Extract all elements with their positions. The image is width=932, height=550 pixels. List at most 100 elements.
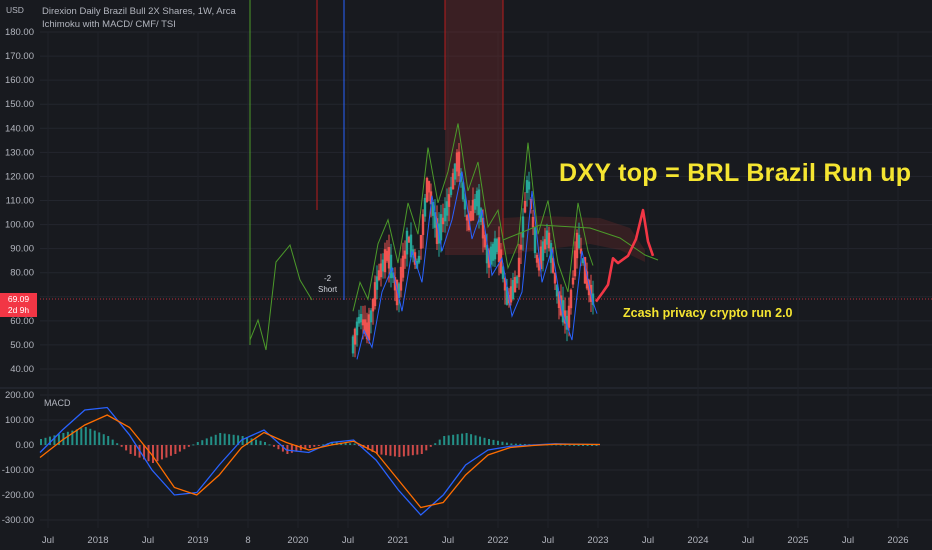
- macd-tick-label: 100.00: [5, 415, 34, 426]
- price-tick-label: 110.00: [6, 196, 34, 207]
- time-tick-label: Jul: [742, 535, 754, 546]
- time-tick-label: 8: [245, 535, 250, 546]
- candle-body: [489, 246, 493, 265]
- candle-body: [521, 216, 525, 238]
- candle-body: [573, 250, 577, 277]
- candle-body: [445, 201, 449, 216]
- price-tick-label: 60.00: [10, 316, 34, 327]
- time-tick-label: 2021: [387, 535, 408, 546]
- candle-body: [427, 181, 431, 193]
- candle-body: [587, 280, 591, 296]
- candle-body: [397, 283, 401, 298]
- macd-histogram-bar: [407, 445, 410, 456]
- macd-histogram-bar: [48, 436, 51, 445]
- candle-body: [469, 211, 473, 221]
- macd-histogram-bar: [434, 443, 437, 445]
- candle-body: [503, 278, 507, 291]
- candle-body: [363, 319, 367, 334]
- candle-body: [401, 255, 405, 278]
- candle-body: [579, 248, 583, 254]
- candle-body: [463, 199, 467, 210]
- macd-histogram-bar: [84, 427, 87, 445]
- macd-histogram-bar: [187, 445, 190, 447]
- price-tick-label: 40.00: [10, 364, 34, 375]
- macd-histogram-bar: [420, 445, 423, 454]
- candle-body: [407, 236, 411, 243]
- candle-body: [543, 239, 547, 250]
- candle-body: [439, 214, 443, 241]
- time-tick-label: Jul: [542, 535, 554, 546]
- price-tick-label: 140.00: [5, 123, 34, 134]
- macd-histogram-bar: [107, 436, 110, 445]
- macd-histogram-bar: [367, 445, 370, 450]
- macd-histogram-bar: [488, 439, 490, 445]
- macd-histogram-bar: [192, 444, 195, 446]
- candle-body: [443, 208, 447, 222]
- macd-tick-label: -200.00: [2, 490, 34, 501]
- candle-body: [355, 321, 359, 336]
- macd-histogram-bar: [371, 445, 374, 452]
- sub-annotation[interactable]: Zcash privacy crypto run 2.0: [623, 306, 793, 320]
- macd-histogram-bar: [57, 434, 60, 445]
- candle-body: [361, 319, 365, 326]
- macd-histogram-bar: [98, 432, 101, 445]
- macd-histogram-bar: [411, 445, 414, 456]
- candle-body: [565, 315, 569, 330]
- macd-histogram-bar: [514, 443, 517, 445]
- macd-histogram-bar: [470, 434, 473, 445]
- indicator-lines: [249, 123, 659, 360]
- macd-histogram-bar: [241, 436, 244, 445]
- macd-histogram-bar: [75, 429, 78, 445]
- symbol-title[interactable]: Direxion Daily Brazil Bull 2X Shares, 1W…: [42, 6, 236, 17]
- candle-body: [457, 151, 461, 177]
- macd-histogram-bar: [474, 435, 477, 445]
- macd-histogram-bar: [219, 433, 222, 445]
- candle-body: [553, 272, 557, 284]
- indicator-title[interactable]: Ichimoku with MACD/ CMF/ TSI: [42, 19, 176, 30]
- macd-histogram-bar: [425, 445, 428, 451]
- candle-body: [497, 237, 501, 263]
- macd-histogram-bar: [237, 435, 240, 445]
- current-price-tag[interactable]: 69.09 2d 9h: [0, 293, 37, 317]
- macd-histogram-bar: [169, 445, 172, 456]
- macd-histogram-bar: [116, 443, 119, 445]
- macd-histogram-bar: [147, 445, 150, 462]
- macd-histogram-bar: [353, 443, 356, 445]
- grid-lines: [0, 31, 932, 528]
- macd-histogram-bar: [443, 436, 446, 445]
- candle-body: [495, 238, 499, 253]
- macd-histogram-bar: [165, 445, 168, 458]
- candle-body: [511, 279, 515, 300]
- macd-histogram-bar: [111, 439, 114, 445]
- macd-histogram-bar: [210, 436, 213, 445]
- macd-histogram-bar: [429, 445, 432, 447]
- macd-histogram-bar: [246, 437, 249, 445]
- macd-histogram-bar: [577, 445, 580, 446]
- macd-histogram-bar: [255, 439, 258, 445]
- macd-histogram-bar: [125, 445, 128, 451]
- candle-body: [389, 254, 393, 279]
- macd-histogram-bar: [53, 435, 56, 445]
- candle-body: [371, 299, 375, 312]
- macd-histogram-bar: [595, 445, 598, 446]
- candle-body: [353, 328, 357, 345]
- candle-body: [583, 257, 587, 284]
- macd-tick-label: 200.00: [5, 390, 34, 401]
- candle-body: [417, 255, 421, 263]
- candle-body: [429, 191, 433, 205]
- macd-histogram-bar: [174, 445, 177, 454]
- headline-annotation[interactable]: DXY top = BRL Brazil Run up: [559, 159, 912, 187]
- macd-histogram-bar: [143, 445, 146, 460]
- leading-span: [502, 224, 659, 261]
- price-tick-label: 150.00: [5, 99, 34, 110]
- macd-histogram-bar: [398, 445, 401, 457]
- candle-body: [499, 249, 503, 273]
- candle-body: [451, 173, 455, 190]
- candle-body: [395, 279, 399, 306]
- macd-histogram-bar: [290, 445, 293, 453]
- candle-body: [447, 194, 451, 207]
- signal-line: [39, 414, 601, 509]
- price-tick-label: 120.00: [5, 171, 34, 182]
- price-tick-label: 50.00: [10, 340, 34, 351]
